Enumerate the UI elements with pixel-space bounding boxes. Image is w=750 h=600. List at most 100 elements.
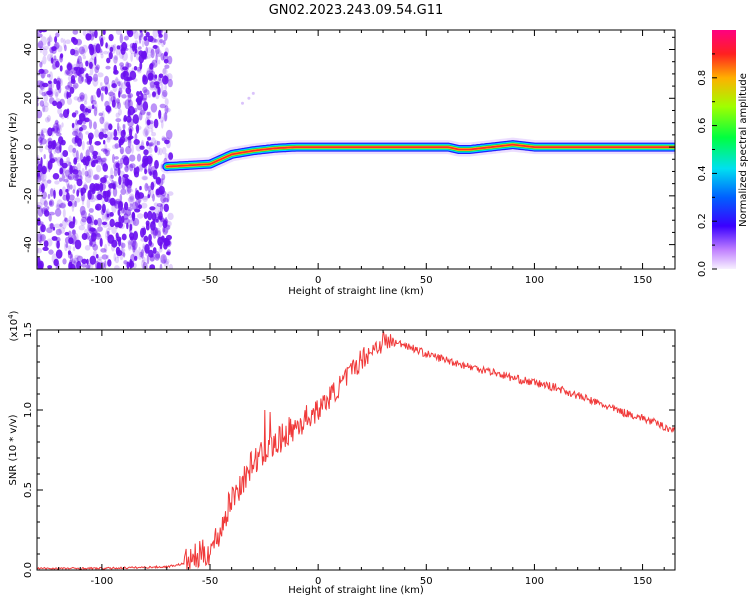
noise-speckle — [45, 138, 52, 148]
noise-speckle — [135, 143, 142, 152]
spectrogram-ticks: -100 -50 0 50 100 150 -40 -20 0 20 40 — [23, 30, 675, 286]
noise-speckle — [154, 87, 160, 95]
noise-speckle — [111, 226, 117, 235]
noise-speckle — [54, 180, 60, 185]
noise-speckle — [53, 187, 56, 195]
noise-speckle — [37, 109, 43, 119]
noise-speckle — [82, 30, 87, 36]
noise-speckle — [81, 263, 87, 268]
noise-speckle — [47, 193, 51, 200]
noise-speckle — [68, 237, 74, 245]
noise-speckle — [121, 181, 126, 190]
noise-speckle — [85, 131, 89, 135]
noise-speckle — [96, 258, 102, 265]
noise-speckle — [69, 164, 73, 175]
noise-speckle — [85, 174, 92, 184]
noise-speckle — [54, 119, 59, 125]
noise-speckle — [83, 67, 87, 72]
noise-speckle — [85, 264, 91, 269]
noise-speckle — [53, 147, 57, 155]
noise-speckle — [71, 165, 78, 173]
noise-speckle — [73, 257, 79, 265]
noise-speckle — [150, 181, 155, 191]
noise-speckle — [78, 67, 85, 74]
noise-speckle — [161, 173, 166, 181]
noise-speckle — [94, 230, 100, 236]
noise-speckle — [94, 129, 100, 138]
noise-speckle — [146, 70, 151, 80]
snr-panel: -100 -50 0 50 100 150 0.0 0.5 1.0 1.5 Height of s… — [7, 310, 676, 596]
noise-speckle — [50, 57, 54, 64]
noise-speckle — [155, 90, 160, 100]
noise-speckle — [129, 203, 133, 208]
noise-speckle — [49, 151, 53, 160]
noise-speckle — [146, 120, 150, 125]
noise-speckle — [43, 105, 49, 113]
noise-speckle — [121, 94, 127, 99]
noise-speckle — [123, 77, 131, 81]
noise-speckle — [95, 64, 100, 70]
noise-speckle — [146, 140, 149, 147]
noise-speckle — [138, 46, 142, 50]
noise-speckle — [59, 78, 63, 87]
noise-speckle — [64, 175, 70, 179]
noise-speckle — [76, 178, 83, 187]
noise-speckle — [125, 186, 130, 195]
noise-speckle — [44, 102, 49, 108]
y-tick-label: 0 — [23, 144, 34, 150]
noise-speckle — [51, 46, 57, 52]
noise-speckle — [91, 94, 96, 102]
noise-speckle — [132, 240, 138, 250]
noise-speckle — [164, 153, 169, 160]
noise-speckle — [132, 249, 140, 259]
x-tick-label: -100 — [91, 275, 114, 286]
noise-speckle — [140, 92, 144, 101]
noise-speckle — [129, 163, 136, 169]
noise-speckle — [106, 180, 109, 185]
noise-speckle — [103, 75, 110, 85]
noise-speckle — [56, 199, 63, 209]
noise-speckle — [58, 226, 66, 234]
noise-speckle — [59, 54, 64, 63]
noise-speckle — [77, 96, 82, 103]
noise-speckle — [164, 105, 169, 114]
noise-speckle — [125, 81, 131, 88]
noise-speckle — [167, 55, 173, 65]
noise-speckle — [91, 232, 97, 242]
noise-speckle — [46, 130, 50, 137]
noise-speckle — [40, 69, 46, 79]
noise-speckle — [122, 117, 127, 123]
noise-speckle — [41, 91, 47, 97]
noise-speckle — [141, 256, 146, 263]
noise-speckle — [118, 108, 122, 116]
noise-speckle — [123, 35, 129, 41]
noise-speckle — [64, 231, 70, 236]
noise-speckle — [143, 149, 149, 156]
noise-speckle — [133, 30, 139, 40]
noise-speckle — [39, 133, 45, 140]
ridge-core — [165, 143, 675, 168]
noise-speckle — [43, 200, 48, 208]
noise-speckle — [76, 178, 81, 184]
noise-speckle — [66, 108, 70, 115]
noise-speckle — [53, 42, 59, 51]
noise-speckle — [167, 191, 174, 196]
noise-speckle — [99, 50, 104, 55]
noise-speckle — [117, 184, 124, 189]
x-tick-label: 150 — [633, 576, 652, 587]
noise-speckle — [155, 189, 163, 198]
noise-speckle — [101, 221, 108, 226]
noise-speckle — [103, 157, 108, 163]
noise-speckle — [155, 227, 159, 234]
noise-speckle — [100, 92, 104, 102]
noise-speckle — [147, 136, 152, 141]
noise-speckle — [116, 200, 123, 205]
noise-speckle — [127, 93, 134, 98]
noise-speckle — [154, 159, 159, 169]
noise-speckle — [96, 233, 101, 238]
noise-speckle — [74, 174, 77, 178]
noise-speckle — [149, 37, 157, 43]
noise-speckle — [40, 157, 43, 167]
y-tick-label: 20 — [23, 92, 34, 105]
noise-speckle — [105, 230, 110, 241]
